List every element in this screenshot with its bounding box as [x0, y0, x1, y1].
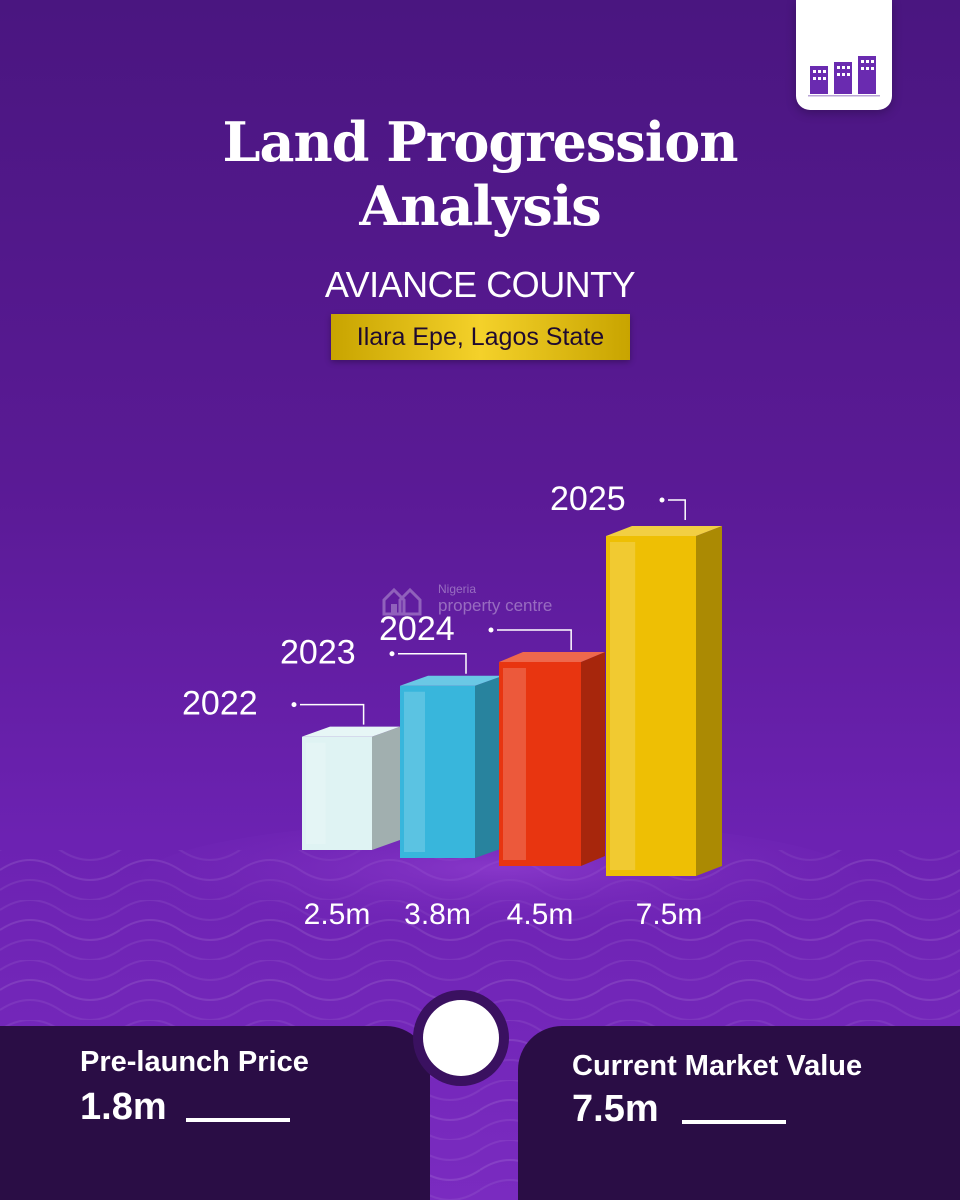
bar-front-2023	[400, 685, 475, 858]
bar-top-2025	[606, 526, 722, 536]
market-value-label: Current Market Value	[572, 1050, 863, 1082]
page-title-line1: Land Progression	[222, 110, 738, 174]
prelaunch-price-label: Pre-launch Price	[80, 1046, 309, 1078]
bar-side-2022	[372, 726, 400, 850]
connector-line-2024	[497, 629, 572, 650]
market-value-underline	[682, 1120, 786, 1124]
connector-dot-2025	[659, 497, 665, 503]
bar-side-2024	[581, 652, 605, 866]
connector-line-2023	[398, 652, 467, 674]
company-logo	[796, 0, 892, 110]
bar-front-2025	[606, 536, 696, 876]
market-value-panel	[518, 1026, 960, 1200]
value-label-2024: 4.5m	[507, 898, 574, 931]
bar-top-2023	[400, 675, 503, 686]
market-value-value: 7.5m	[572, 1088, 659, 1130]
connector-dot-2024	[488, 627, 494, 633]
year-label-2024: 2024	[379, 610, 455, 648]
bar-side-2025	[696, 526, 722, 876]
buildings-logo-icon	[808, 56, 880, 97]
bar-side-2023	[475, 675, 503, 858]
prelaunch-price-value: 1.8m	[80, 1086, 167, 1128]
connector-dot-2023	[389, 651, 395, 657]
watermark-house-icon	[382, 587, 422, 616]
location-badge: Ilara Epe, Lagos State	[331, 314, 630, 360]
connector-line-2025	[668, 499, 686, 520]
project-name: AVIANCE COUNTY	[324, 264, 636, 305]
watermark-text: property centre	[438, 596, 553, 615]
bar-highlight-2025	[610, 542, 636, 870]
year-label-2022: 2022	[182, 685, 258, 723]
year-label-2023: 2023	[280, 634, 356, 672]
prelaunch-panel	[0, 1026, 430, 1200]
bar-highlight-2022	[306, 742, 326, 844]
bar-front-2024	[499, 662, 581, 866]
value-label-2025: 7.5m	[636, 898, 703, 931]
watermark-text-small: Nigeria	[438, 582, 477, 596]
bar-highlight-2023	[404, 691, 425, 852]
page-title-line2: Analysis	[359, 174, 601, 238]
bar-top-2022	[302, 726, 400, 737]
value-label-2023: 3.8m	[404, 898, 471, 931]
connector-dot-2022	[291, 702, 297, 708]
bar-highlight-2024	[503, 668, 526, 860]
value-label-2022: 2.5m	[304, 898, 371, 931]
bar-top-2024	[499, 652, 605, 662]
connector-line-2022	[300, 703, 365, 725]
year-label-2025: 2025	[550, 480, 626, 518]
prelaunch-underline	[186, 1118, 290, 1122]
bar-front-2022	[302, 736, 372, 850]
center-dot	[423, 1000, 499, 1076]
